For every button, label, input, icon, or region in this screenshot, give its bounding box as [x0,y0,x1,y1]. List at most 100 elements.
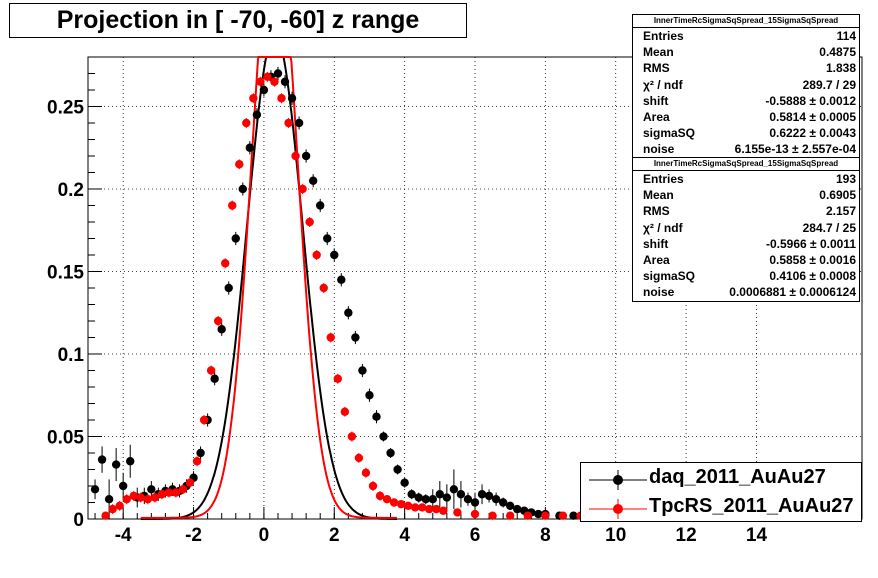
data-point [393,465,402,474]
legend-marker-red [589,499,647,519]
stats-value: 0.6905 [819,188,856,203]
data-point [101,511,110,520]
fit-curve [140,56,397,520]
stats-value: 0.4875 [819,45,856,60]
stats-value: -0.5966 ± 0.0011 [766,236,856,251]
data-point [389,498,399,507]
data-point [256,77,265,86]
data-point [206,366,216,375]
legend: daq_2011_AuAu27 TpcRS_2011_AuAu27 [580,462,862,522]
stats-key: noise [643,142,675,157]
stats-key: χ² / ndf [643,220,683,235]
data-point [199,415,209,425]
stats-key: sigmaSQ [643,269,696,284]
legend-entry-tpcrs: TpcRS_2011_AuAu27 [581,493,861,521]
data-point [347,432,357,441]
data-point [263,72,272,82]
x-tick-label: 8 [540,525,551,546]
title-box: Projection in [ -70, -60] z range [9,3,467,38]
x-tick-label: -2 [185,525,202,546]
data-point [407,490,416,499]
x-tick-label: 2 [329,525,340,546]
y-tick-label: 0.05 [47,428,84,449]
series-daq_2011_AuAu27 [90,66,761,520]
data-point [372,412,381,421]
stats-key: Area [643,109,670,124]
data-point [164,488,174,497]
stats-value: 2.157 [825,204,856,219]
data-point [115,501,124,510]
stats-box-header: InnerTimeRcSigmaSqSpread_15SigmaSqSpread [633,158,859,171]
data-point [491,495,501,504]
data-point [280,77,290,86]
data-point [224,283,233,293]
data-point [242,118,251,128]
data-point [442,493,452,502]
data-point [410,503,420,512]
data-point [375,491,385,501]
data-point [273,69,283,78]
stats-value: 0.5814 ± 0.0005 [769,109,856,124]
data-point [249,94,258,103]
data-point [252,110,262,119]
stats-key: Area [643,252,670,267]
data-point [326,333,335,342]
data-point [505,501,515,510]
data-point [228,201,237,210]
data-point [463,495,473,504]
data-point [238,184,247,194]
stats-key: Mean [643,188,674,203]
data-point [305,217,314,227]
x-tick-label: 10 [605,525,626,546]
stats-box-daq: InnerTimeRcSigmaSqSpread_15SigmaSqSpread… [632,14,860,159]
data-point [569,511,578,520]
legend-label: TpcRS_2011_AuAu27 [649,495,854,517]
data-point [245,143,255,152]
data-point [316,201,325,210]
data-point [301,151,311,161]
x-tick-label: 4 [399,525,410,546]
data-point [361,468,371,477]
data-point [523,511,532,520]
stats-key: sigmaSQ [643,126,696,141]
data-point [221,259,230,268]
data-point [111,460,121,469]
stats-value: 0.4106 ± 0.0008 [769,269,856,284]
data-point [400,478,409,487]
data-point [379,432,388,441]
data-point [435,490,445,499]
data-point [284,118,293,128]
data-point [298,184,307,194]
legend-marker-black [589,470,647,490]
y-tick-label: 0.15 [47,263,84,284]
data-point [505,511,515,520]
data-point [386,448,395,458]
data-point [432,504,441,514]
data-point [358,366,367,375]
stats-key: RMS [643,204,670,219]
data-point [330,250,339,260]
data-point [396,499,406,509]
chart-title: Projection in [ -70, -60] z range [56,6,420,34]
data-point [147,485,156,494]
stats-value: 0.0006881 ± 0.0006124 [729,285,856,300]
data-point [403,501,413,510]
data-point [122,495,131,504]
stats-box-tpcrs: InnerTimeRcSigmaSqSpread_15SigmaSqSpread… [632,157,860,302]
data-point [337,275,346,284]
data-point [513,504,522,514]
x-tick-label: 0 [259,525,270,546]
data-point [118,481,128,491]
stats-value: 284.7 / 25 [802,220,856,235]
data-point [439,506,448,515]
data-point [97,455,107,464]
x-tick-label: -4 [115,525,132,546]
data-point [421,495,430,504]
fit-curve [140,56,397,519]
data-point [192,457,202,466]
data-point [104,495,114,504]
data-point [136,493,145,502]
data-point [185,478,195,487]
data-point [428,495,437,504]
data-point [196,448,205,458]
